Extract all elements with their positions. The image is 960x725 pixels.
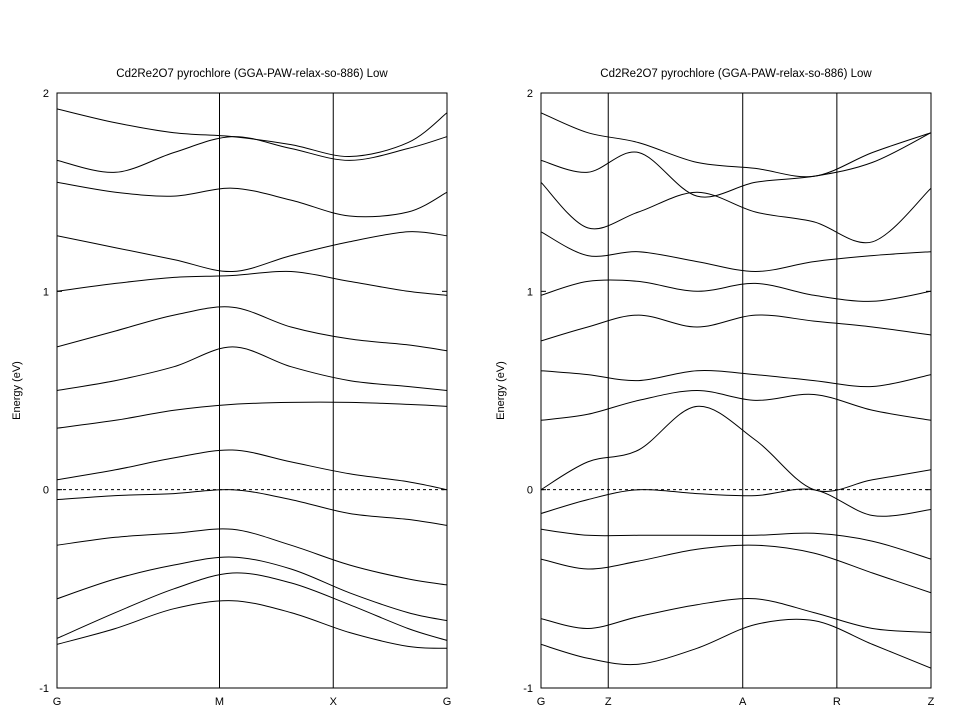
band-line [57, 306, 447, 352]
band-line [57, 346, 447, 391]
x-tick-label: Z [928, 696, 935, 708]
y-tick-label: -1 [39, 683, 49, 695]
band-plot-left: Cd2Re2O7 pyrochlore (GGA-PAW-relax-so-88… [11, 68, 451, 708]
x-tick-label: R [833, 696, 841, 708]
y-tick-label: 0 [43, 485, 49, 497]
band-line [57, 401, 447, 429]
y-tick-label: 1 [43, 286, 49, 298]
band-line [541, 488, 931, 517]
band-line [57, 270, 447, 296]
y-tick-label: -1 [523, 683, 533, 695]
y-tick-label: 1 [527, 286, 533, 298]
chart-title: Cd2Re2O7 pyrochlore (GGA-PAW-relax-so-88… [600, 68, 872, 80]
band-line [541, 618, 931, 669]
band-line [541, 598, 931, 633]
x-tick-label: G [537, 696, 546, 708]
band-line [541, 544, 931, 594]
x-tick-label: Z [605, 696, 612, 708]
band-line [541, 528, 931, 560]
band-line [541, 132, 931, 198]
chart-title: Cd2Re2O7 pyrochlore (GGA-PAW-relax-so-88… [116, 68, 388, 80]
band-line [57, 600, 447, 649]
y-tick-label: 2 [527, 88, 533, 100]
band-line [57, 528, 447, 586]
y-axis-label: Energy (eV) [11, 361, 23, 420]
x-tick-label: X [330, 696, 338, 708]
band-line [541, 405, 931, 492]
bands [541, 112, 931, 669]
bands [57, 108, 447, 649]
band-line [541, 181, 931, 244]
band-line [57, 136, 447, 173]
plot-frame [56, 92, 448, 689]
band-line [541, 389, 931, 421]
band-line [57, 556, 447, 622]
x-tick-label: M [215, 696, 224, 708]
x-tick-label: G [53, 696, 62, 708]
band-line [57, 181, 447, 218]
x-tick-label: G [443, 696, 452, 708]
y-axis-label: Energy (eV) [495, 361, 507, 420]
plot-frame [540, 92, 932, 689]
band-line [57, 449, 447, 491]
y-tick-label: 2 [43, 88, 49, 100]
x-tick-label: A [739, 696, 747, 708]
band-line [541, 231, 931, 273]
band-line [541, 314, 931, 342]
band-line [541, 370, 931, 388]
band-plot-right: Cd2Re2O7 pyrochlore (GGA-PAW-relax-so-88… [495, 68, 935, 708]
band-line [541, 279, 931, 302]
band-line [57, 108, 447, 158]
band-line [541, 112, 931, 178]
y-tick-label: 0 [527, 485, 533, 497]
band-line [57, 231, 447, 273]
band-line [57, 489, 447, 526]
band-line [57, 572, 447, 641]
